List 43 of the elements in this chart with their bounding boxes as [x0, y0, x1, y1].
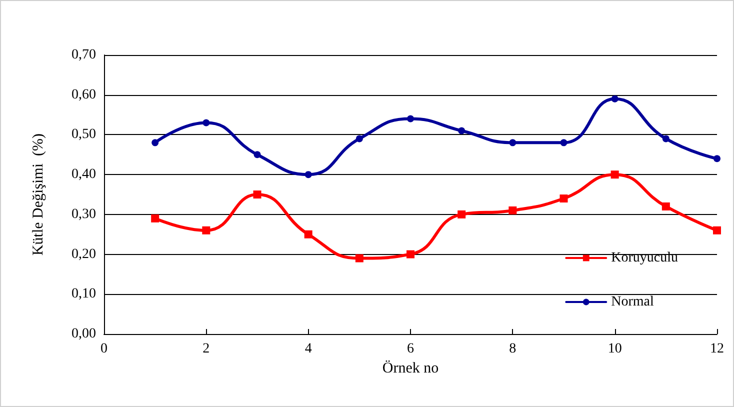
x-tick-label: 8 [509, 342, 516, 356]
point [610, 170, 619, 179]
legend-label: Koruyuculu [611, 250, 678, 266]
point [714, 155, 720, 162]
y-tick-label: 0,10 [72, 286, 96, 302]
point [253, 190, 262, 198]
y-tick-label: 0,20 [72, 246, 96, 262]
point [458, 127, 466, 134]
point [202, 119, 210, 126]
point [611, 95, 618, 102]
point [356, 135, 363, 142]
x-tick-label: 6 [407, 342, 414, 356]
point [713, 226, 721, 234]
y-tick-label: 0,70 [72, 48, 96, 62]
x-tick-label: 0 [100, 342, 108, 356]
x-tick-label: 2 [202, 342, 210, 356]
point [508, 206, 517, 214]
point [560, 139, 568, 146]
y-tick-label: 0,40 [72, 167, 96, 182]
y-axis-title: Kütle Değişimi (%) [30, 133, 46, 256]
point [304, 171, 312, 178]
legend-label: Normal [611, 294, 654, 310]
point [407, 115, 414, 122]
point [560, 194, 568, 202]
point [662, 135, 670, 142]
x-tick-label: 4 [304, 342, 312, 356]
point [151, 214, 160, 222]
y-tick-label: 0,60 [72, 87, 96, 102]
y-tick-label: 0,00 [72, 326, 96, 342]
point [202, 226, 210, 234]
point [509, 139, 516, 146]
point [406, 250, 414, 258]
x-tick-label: 10 [608, 342, 622, 356]
point [355, 254, 364, 262]
point [458, 210, 466, 218]
y-tick-label: 0,50 [72, 127, 96, 142]
point [662, 202, 670, 210]
x-axis-title: Örnek no [382, 359, 439, 376]
point [254, 151, 261, 158]
y-tick-label: 0,30 [72, 206, 96, 222]
x-tick-label: 12 [710, 342, 724, 356]
point [304, 230, 312, 238]
point [152, 139, 159, 146]
